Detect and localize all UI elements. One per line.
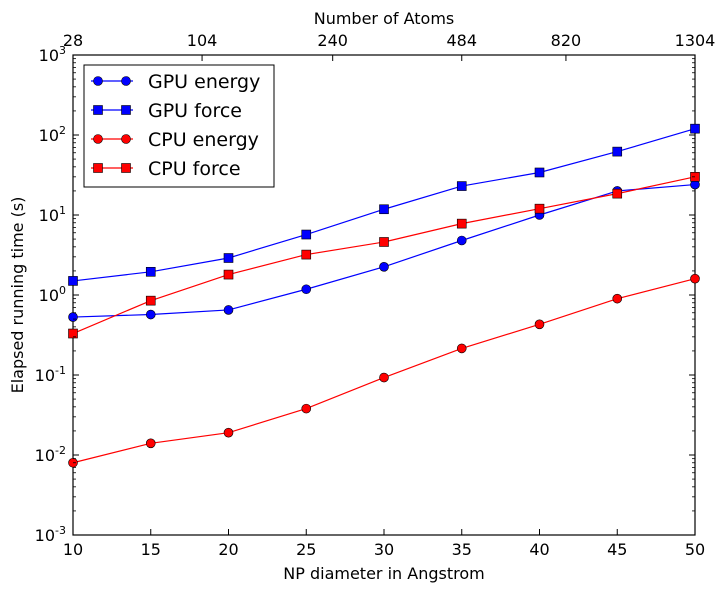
legend-box <box>83 64 275 188</box>
y-tick-label: 103 <box>39 44 66 65</box>
legend-label: GPU energy <box>148 71 260 93</box>
x-tick-label: 20 <box>218 540 238 559</box>
y-axis-ticks: 10-3 10-2 10-1 100 101 102 103 <box>35 44 695 545</box>
top-x-tick-label: 104 <box>187 31 218 50</box>
legend-marker <box>93 76 103 86</box>
top-x-tick-label: 240 <box>317 31 348 50</box>
legend-label: CPU force <box>148 158 241 180</box>
data-point <box>612 188 623 199</box>
data-point <box>456 235 467 246</box>
data-point <box>379 372 389 383</box>
data-point <box>690 123 700 134</box>
data-point <box>534 203 545 214</box>
x-axis-label: NP diameter in Angstrom <box>283 564 484 583</box>
data-point <box>301 249 312 260</box>
data-point <box>223 427 234 438</box>
top-x-axis-ticks: 28 104 240 484 820 1304 <box>63 31 716 61</box>
data-point <box>612 146 623 157</box>
data-point <box>145 309 156 320</box>
y-tick-label: 101 <box>39 204 66 225</box>
y-tick-label: 10-2 <box>35 444 66 465</box>
data-point <box>68 276 78 286</box>
legend-marker <box>121 134 131 144</box>
data-point <box>223 305 234 315</box>
data-point <box>379 204 389 215</box>
x-tick-label: 15 <box>141 540 161 559</box>
top-x-tick-label: 484 <box>446 31 477 50</box>
x-tick-label: 25 <box>296 540 316 559</box>
legend: GPU energy GPU force CPU energy CPU force <box>83 64 275 188</box>
data-point <box>223 269 234 280</box>
series-cpu-energy <box>68 273 700 468</box>
data-point <box>456 181 467 191</box>
data-point <box>534 319 545 330</box>
data-point <box>145 266 156 277</box>
data-point <box>301 284 312 295</box>
data-point <box>301 229 312 240</box>
legend-marker <box>93 163 103 173</box>
data-point <box>145 438 156 449</box>
series-line <box>72 278 696 464</box>
data-point <box>223 253 234 263</box>
data-point <box>68 312 78 322</box>
x-tick-label: 30 <box>374 540 394 559</box>
series-line <box>72 176 696 335</box>
x-axis-ticks: 10 15 20 25 30 35 40 45 50 <box>63 529 705 559</box>
x-tick-label: 50 <box>685 540 705 559</box>
legend-label: CPU energy <box>148 129 259 151</box>
x-tick-label: 40 <box>529 540 549 559</box>
legend-marker <box>121 105 131 115</box>
data-point <box>68 328 78 339</box>
series-gpu-energy <box>68 179 700 322</box>
data-point <box>456 343 467 354</box>
top-x-tick-label: 820 <box>551 31 582 50</box>
top-x-axis-label: Number of Atoms <box>314 9 455 28</box>
series-gpu-force <box>68 123 700 286</box>
data-point <box>456 218 467 229</box>
x-tick-label: 10 <box>63 540 83 559</box>
data-point <box>534 167 545 178</box>
legend-marker <box>93 134 103 144</box>
top-x-tick-label: 28 <box>63 31 83 50</box>
data-point <box>690 273 700 284</box>
legend-label: GPU force <box>148 100 242 122</box>
y-tick-label: 10-1 <box>35 364 66 385</box>
y-tick-label: 10-3 <box>35 524 66 545</box>
x-tick-label: 45 <box>607 540 627 559</box>
data-point <box>379 237 389 247</box>
series-layer <box>68 123 700 468</box>
legend-marker <box>121 76 131 86</box>
series-cpu-force <box>68 172 700 339</box>
data-point <box>301 403 312 414</box>
data-point <box>612 293 623 304</box>
y-tick-label: 102 <box>39 124 66 145</box>
legend-marker <box>121 163 131 173</box>
data-point <box>379 262 389 272</box>
x-tick-label: 35 <box>452 540 472 559</box>
top-x-tick-label: 1304 <box>675 31 716 50</box>
data-point <box>145 295 156 306</box>
legend-marker <box>93 105 103 115</box>
y-tick-label: 100 <box>39 284 66 305</box>
y-axis-label: Elapsed running time (s) <box>8 197 27 394</box>
